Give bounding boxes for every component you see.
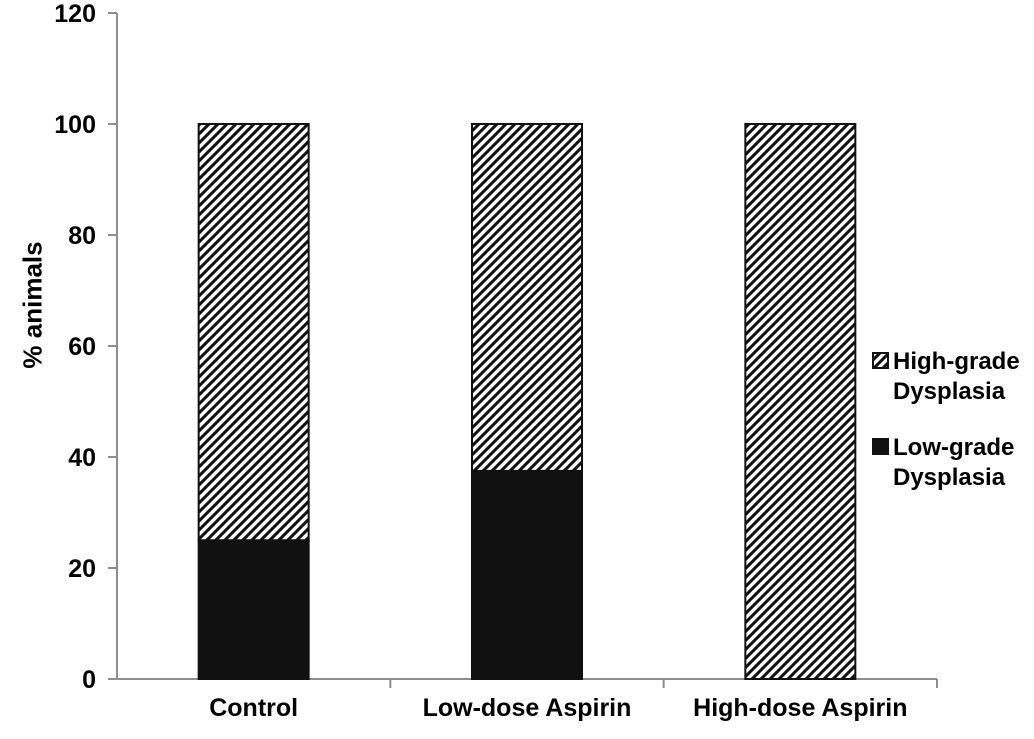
bar-segment-diagonal-hatch-0	[197, 123, 310, 542]
y-tick-label: 40	[68, 444, 96, 472]
y-tick-label: 80	[68, 222, 96, 250]
legend-label-low-grade-line1: Low-grade	[893, 434, 1015, 461]
bar-segment-diagonal-hatch-2	[744, 123, 857, 680]
chart-labels: 0 20 40 60 80 100 120 Control Low-dose Aspirin Hi…	[54, 0, 907, 722]
y-tick-label: 0	[82, 666, 96, 694]
bar-segment-diagonal-hatch-1	[471, 123, 583, 472]
legend-entry-low-grade: Low-grade Dysplasia	[872, 433, 1020, 493]
bar-segment-solid-black-1	[471, 469, 583, 680]
y-axis-title: % animals	[17, 241, 48, 369]
legend: High-grade Dysplasia Low-grade Dysplasia	[872, 347, 1020, 519]
y-tick-label: 100	[54, 111, 96, 139]
bar-segment-solid-black-0	[197, 539, 310, 680]
y-tick-label: 120	[54, 0, 96, 28]
legend-label-low-grade-line2: Dysplasia	[893, 464, 1006, 491]
chart-bars	[197, 123, 857, 680]
y-tick-label: 20	[68, 555, 96, 583]
y-tick-label: 60	[68, 333, 96, 361]
x-category-label: Low-dose Aspirin	[423, 694, 632, 722]
x-category-label: High-dose Aspirin	[693, 694, 907, 722]
low-grade-solid-swatch-icon	[872, 438, 889, 455]
x-category-label: Control	[209, 694, 298, 722]
legend-label-high-grade-line2: Dysplasia	[893, 378, 1006, 405]
legend-entry-high-grade: High-grade Dysplasia	[872, 347, 1020, 407]
legend-label-high-grade-line1: High-grade	[893, 348, 1020, 375]
high-grade-hatched-swatch-icon	[872, 352, 889, 369]
